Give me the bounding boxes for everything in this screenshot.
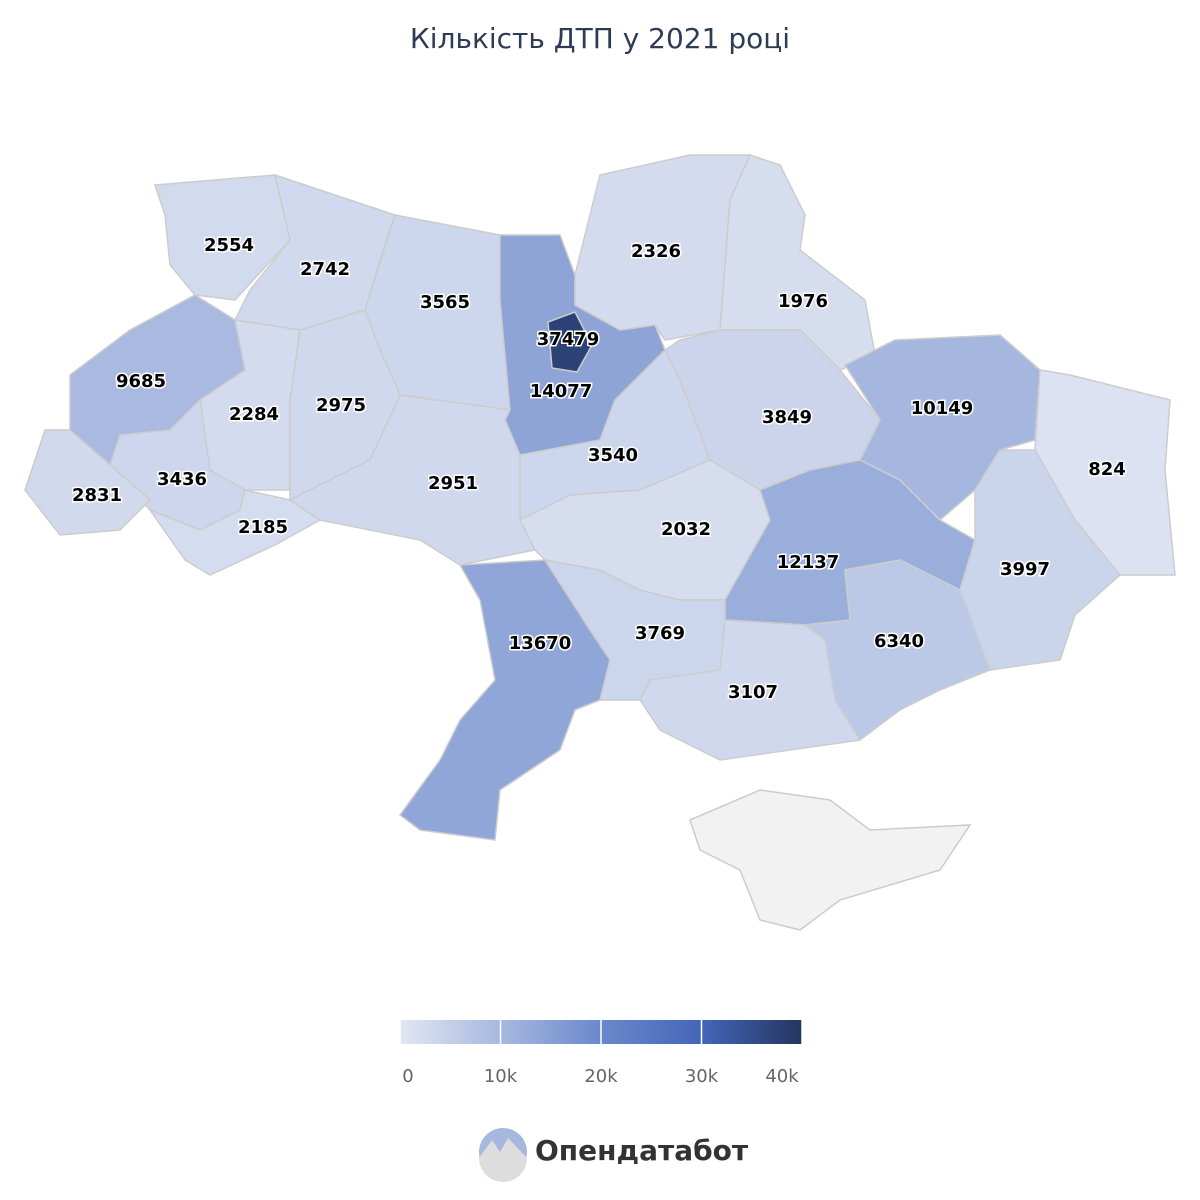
- value-label: 2975: [316, 395, 366, 416]
- colorbar-tick-label: 30k: [685, 1066, 719, 1087]
- value-label: 2032: [661, 519, 711, 540]
- value-label: 6340: [874, 631, 924, 652]
- value-label: 2831: [72, 485, 122, 506]
- labels: 2554 2742 3565 37479 14077 2326 1976 9685 2284 29…: [70, 234, 1127, 705]
- value-label: 3540: [588, 445, 638, 466]
- value-label: 10149: [911, 398, 974, 419]
- colorbar-tick-label: 0: [402, 1066, 413, 1087]
- value-label: 3565: [420, 292, 470, 313]
- value-label: 2951: [428, 473, 478, 494]
- value-label: 3769: [635, 623, 685, 644]
- value-label: 14077: [530, 381, 593, 402]
- regions: [24, 154, 1176, 931]
- value-label: 824: [1088, 459, 1126, 480]
- value-label: 2326: [631, 241, 681, 262]
- value-label: 2742: [300, 259, 350, 280]
- region: [639, 619, 862, 761]
- value-label: 3849: [762, 407, 812, 428]
- value-label: 2284: [229, 404, 279, 425]
- crimea: [689, 789, 972, 931]
- value-label: 2554: [204, 235, 254, 256]
- value-label: 12137: [777, 552, 840, 573]
- brand-name: Опендатабот: [535, 1134, 749, 1167]
- region: [24, 429, 152, 536]
- colorbar-tick-label: 10k: [484, 1066, 518, 1087]
- colorbar: 0 10k 20k 30k 40k: [399, 1020, 803, 1087]
- colorbar-tick-label: 20k: [584, 1066, 618, 1087]
- value-label: 3107: [728, 682, 778, 703]
- value-label: 3436: [157, 469, 207, 490]
- value-label: 2185: [238, 517, 288, 538]
- title: Кількість ДТП у 2021 році: [410, 22, 790, 55]
- value-label: 1976: [778, 291, 828, 312]
- logo-mountain: [479, 1138, 527, 1182]
- value-label: 13670: [509, 633, 572, 654]
- brand: Опендатабот: [479, 1128, 749, 1182]
- value-label: 9685: [116, 371, 166, 392]
- value-label: 37479: [537, 329, 600, 350]
- region: [547, 311, 593, 373]
- region: [803, 559, 991, 742]
- value-label: 3997: [1000, 559, 1050, 580]
- colorbar-tick-label: 40k: [765, 1066, 799, 1087]
